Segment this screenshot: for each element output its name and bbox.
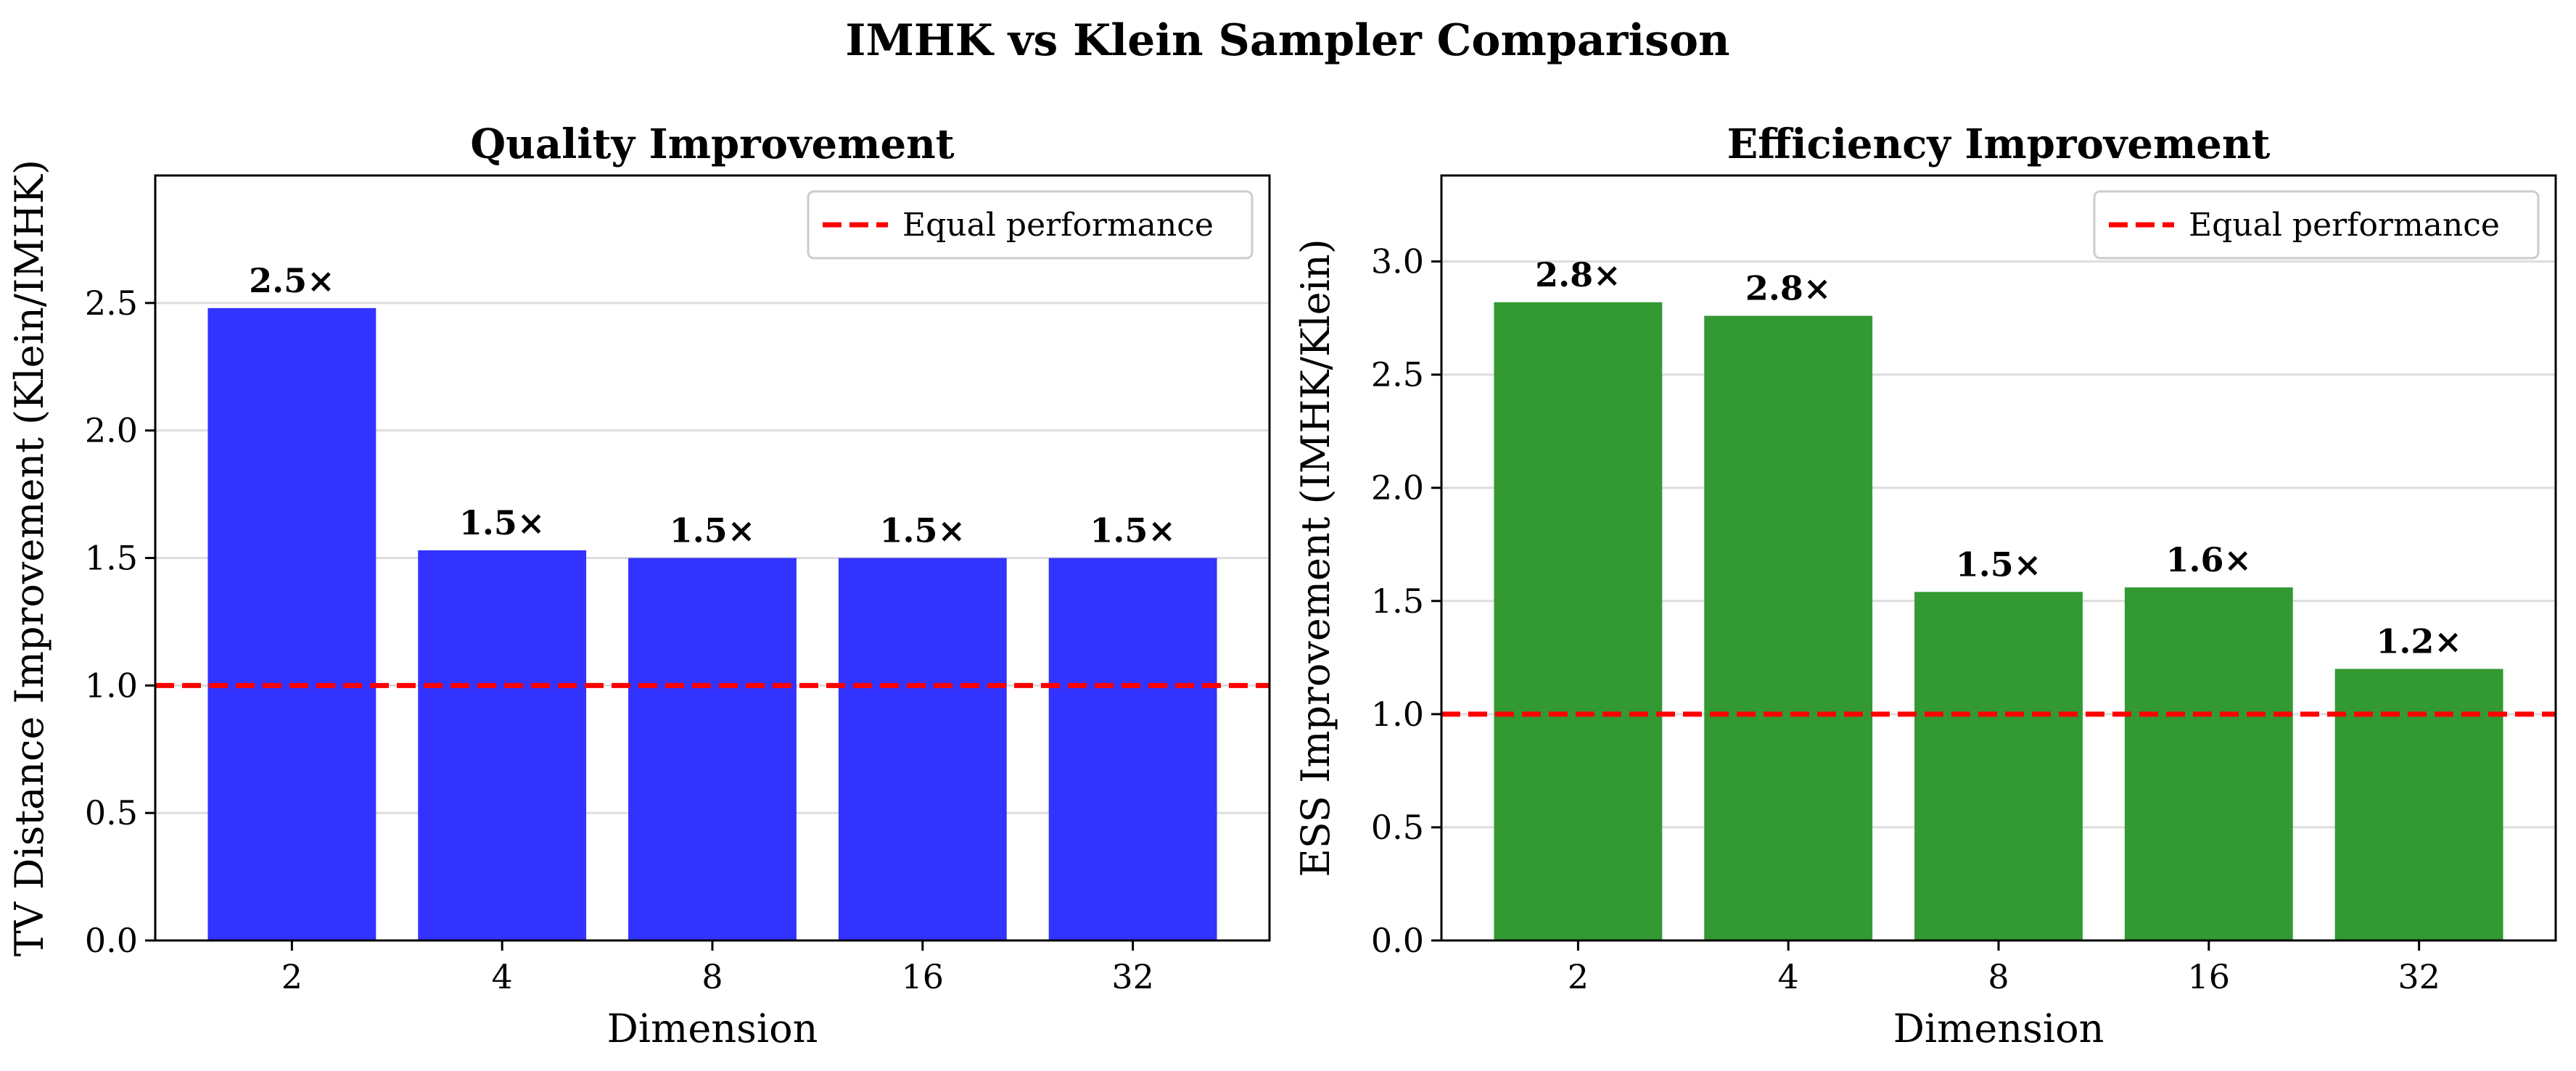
y-tick-label: 2.0 [85,411,138,450]
x-tick-label: 4 [1778,957,1799,996]
bar-value-label: 1.5× [1090,511,1176,550]
x-tick-label: 8 [701,957,723,996]
y-tick-label: 0.5 [85,793,138,832]
bar-8 [1914,592,2083,940]
y-tick-label: 2.5 [85,284,138,323]
bar-value-label: 2.8× [1745,269,1832,308]
x-tick-label: 16 [902,957,945,996]
bar-value-label: 1.5× [670,511,756,550]
bar-value-label: 1.6× [2166,540,2252,579]
bar-value-label: 1.5× [459,503,546,542]
bar-2 [207,307,376,940]
figure-suptitle: IMHK vs Klein Sampler Comparison [845,15,1729,66]
bar-16 [2124,587,2293,940]
x-tick-label: 32 [2398,957,2440,996]
bar-2 [1494,302,1663,940]
y-tick-label: 1.5 [1371,582,1424,621]
bar-value-label: 2.8× [1535,255,1621,294]
bar-16 [838,558,1007,940]
x-tick-label: 4 [492,957,513,996]
legend-box [2093,190,2540,260]
bar-32 [2334,669,2503,940]
y-tick-label: 0.5 [1371,808,1424,847]
x-tick-label: 32 [1111,957,1154,996]
bar-4 [418,550,587,940]
y-axis-label: TV Distance Improvement (Klein/IMHK) [7,160,52,956]
x-tick-label: 16 [2188,957,2231,996]
bar-value-label: 2.5× [249,261,335,300]
legend: Equal performance [2093,190,2540,260]
y-tick-label: 1.0 [85,666,138,705]
legend-label: Equal performance [2189,207,2500,244]
bar-value-label: 1.2× [2376,621,2462,661]
bar-4 [1704,315,1873,940]
bar-8 [628,558,797,940]
y-axis-label: ESS Improvement (IMHK/Klein) [1293,239,1338,877]
y-tick-label: 1.0 [1371,695,1424,734]
x-tick-label: 2 [281,957,303,996]
y-tick-label: 0.0 [1371,921,1424,960]
x-axis-label: Dimension [607,1006,818,1051]
bar-32 [1048,558,1217,940]
y-tick-label: 2.5 [1371,355,1424,394]
bar-value-label: 1.5× [880,511,966,550]
legend-label: Equal performance [902,207,1214,244]
legend-box [807,190,1254,260]
bar-value-label: 1.5× [1956,545,2042,584]
x-tick-label: 2 [1568,957,1589,996]
legend: Equal performance [807,190,1254,260]
chart-title: Efficiency Improvement [1727,120,2271,168]
x-tick-label: 8 [1988,957,2009,996]
y-tick-label: 2.0 [1371,468,1424,508]
x-axis-label: Dimension [1893,1006,2104,1051]
chart-quality-improvement: 2.5× 1.5× 1.5× 1.5× 1.5× 0.0 0.5 1.0 1.5 2.0 2.5 2 4… [7,120,1271,1051]
y-tick-label: 3.0 [1371,242,1424,281]
chart-title: Quality Improvement [470,120,954,168]
y-tick-label: 0.0 [85,921,138,960]
chart-efficiency-improvement: 2.8× 2.8× 1.5× 1.6× 1.2× 0.0 0.5 1.0 1.5 2.0 2.5 3.… [1293,120,2557,1051]
y-tick-label: 1.5 [85,539,138,578]
